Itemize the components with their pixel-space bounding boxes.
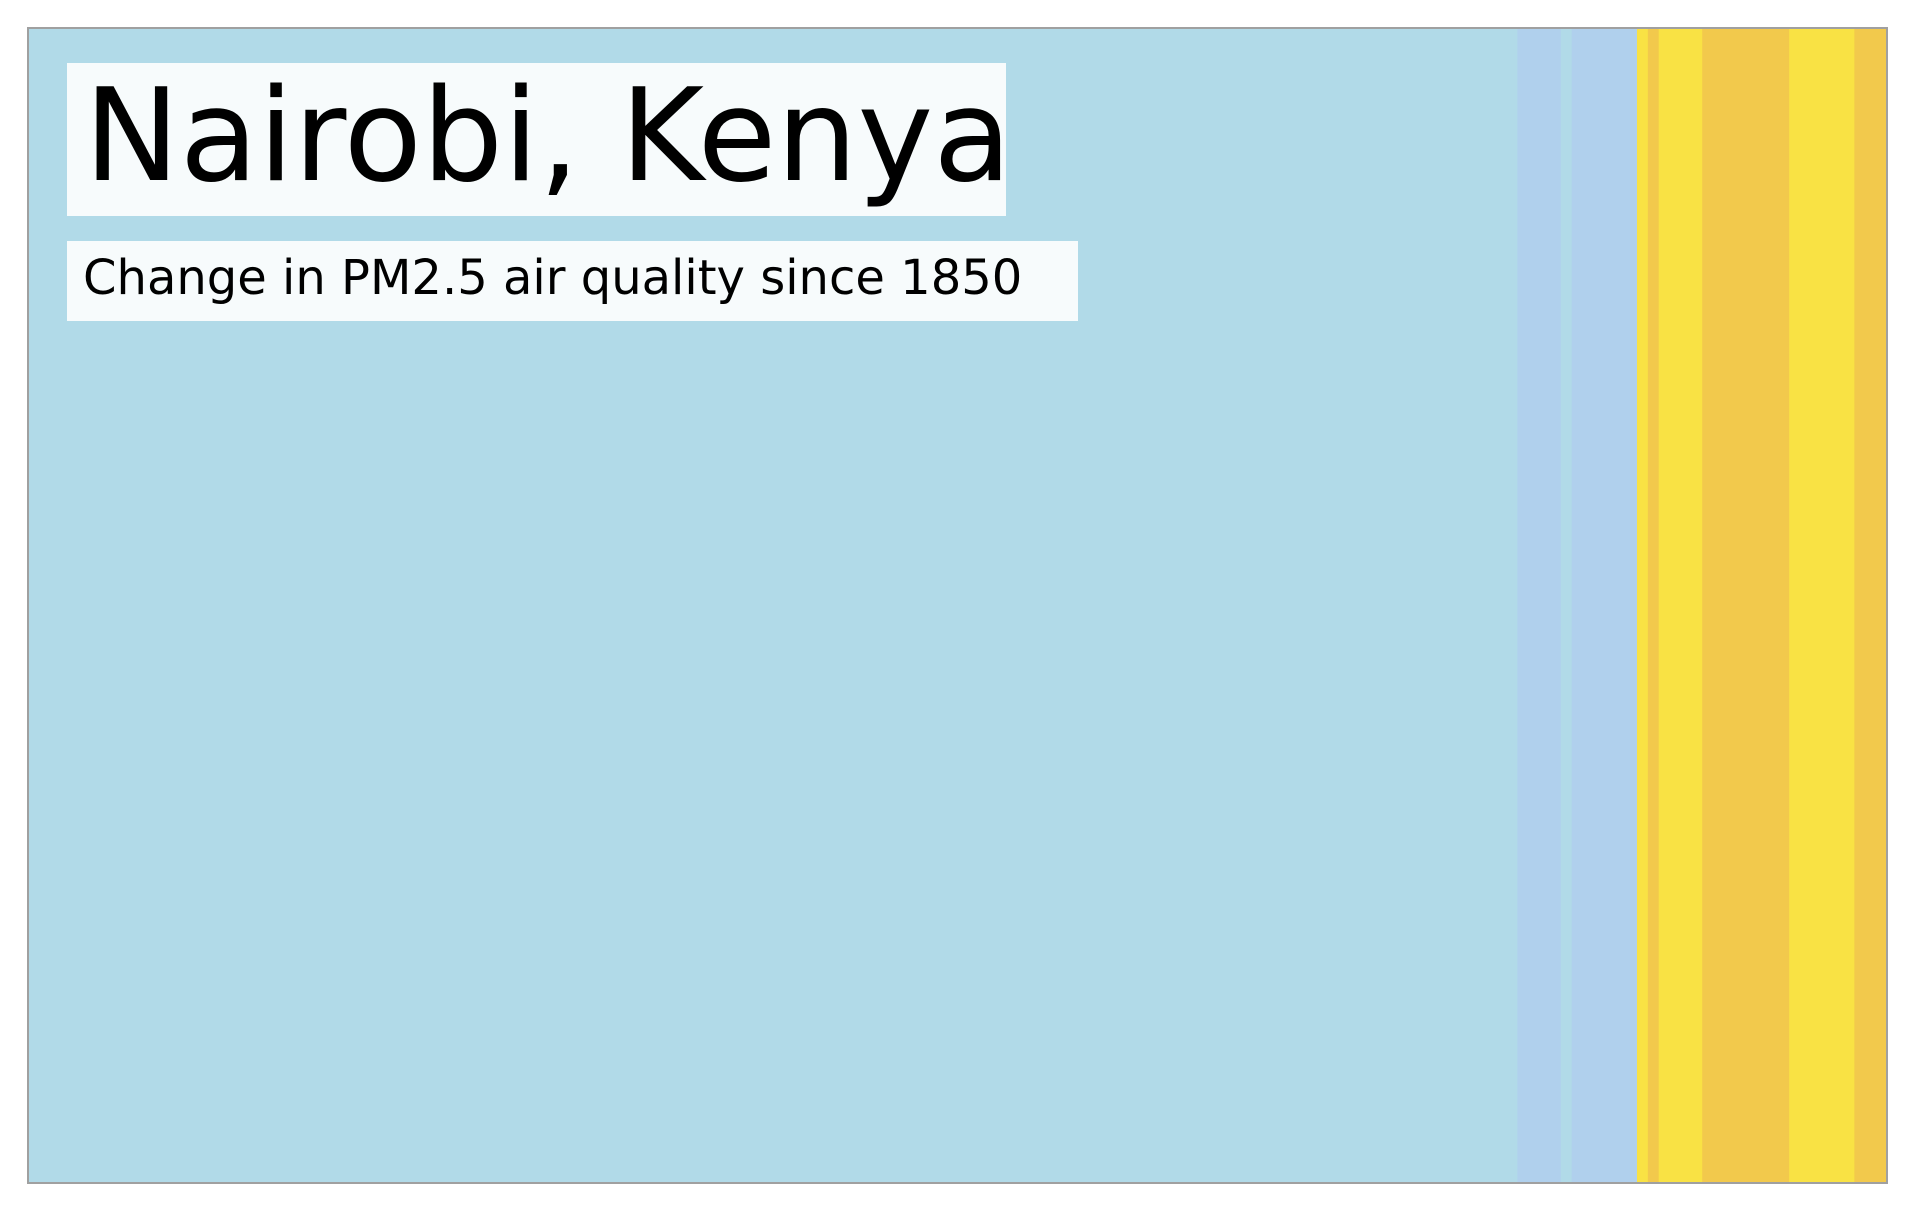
title-group: Nairobi, Kenya (67, 62, 1012, 216)
stripe-1998 (1636, 28, 1649, 1183)
stripe-2012 (1789, 28, 1855, 1183)
stripe-1999 (1647, 28, 1660, 1183)
stripe-1992 (1571, 28, 1638, 1183)
title-box (67, 63, 1006, 216)
subtitle-group: Change in PM2.5 air quality since 1850 (67, 241, 1078, 321)
plot-frame (27, 27, 1888, 1184)
stripe-2018 (1854, 28, 1888, 1183)
stripe-1991 (1560, 28, 1573, 1183)
stripes-layer (28, 28, 1888, 1183)
chart-subtitle: Change in PM2.5 air quality since 1850 (83, 250, 1022, 306)
chart-title: Nairobi, Kenya (84, 62, 1012, 211)
subtitle-box (67, 241, 1078, 321)
stripe-1987 (1517, 28, 1562, 1183)
stripe-2000 (1658, 28, 1703, 1183)
stripe-2004 (1702, 28, 1790, 1183)
stripe-1850 (28, 28, 1518, 1183)
